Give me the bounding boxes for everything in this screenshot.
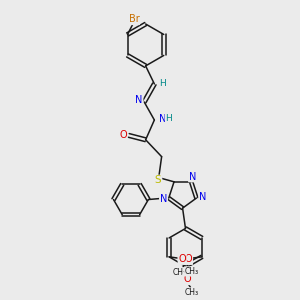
- Text: H: H: [166, 114, 172, 123]
- Text: CH₃: CH₃: [172, 268, 187, 277]
- Text: N: N: [160, 194, 167, 204]
- Text: N: N: [189, 172, 196, 182]
- Text: N: N: [199, 193, 206, 202]
- Text: O: O: [178, 254, 186, 264]
- Text: CH₃: CH₃: [185, 267, 199, 276]
- Text: Br: Br: [128, 14, 139, 24]
- Text: O: O: [185, 254, 192, 264]
- Text: CH₃: CH₃: [185, 288, 199, 297]
- Text: N: N: [135, 95, 142, 105]
- Text: O: O: [183, 274, 191, 284]
- Text: H: H: [159, 79, 166, 88]
- Text: S: S: [155, 176, 161, 185]
- Text: N: N: [159, 114, 166, 124]
- Text: O: O: [119, 130, 127, 140]
